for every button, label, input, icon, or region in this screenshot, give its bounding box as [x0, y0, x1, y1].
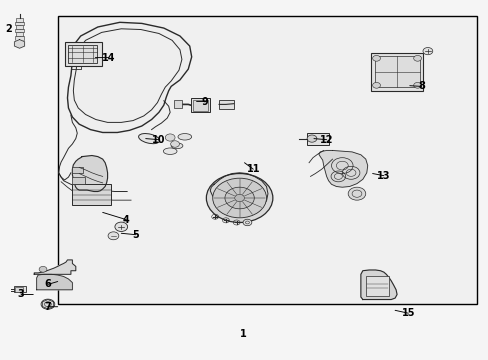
Bar	[306, 133, 328, 145]
Bar	[15, 36, 24, 40]
Polygon shape	[210, 173, 267, 211]
Bar	[374, 56, 419, 87]
Text: 4: 4	[122, 215, 129, 225]
Polygon shape	[318, 150, 367, 187]
Bar	[68, 45, 97, 63]
Text: 5: 5	[132, 230, 139, 240]
Polygon shape	[360, 270, 396, 300]
Polygon shape	[67, 22, 191, 132]
Bar	[193, 100, 207, 111]
Circle shape	[413, 55, 421, 61]
Ellipse shape	[138, 134, 160, 144]
Circle shape	[243, 219, 251, 226]
Ellipse shape	[171, 143, 183, 149]
Bar	[190, 98, 210, 112]
Ellipse shape	[163, 148, 177, 154]
Text: 12: 12	[319, 135, 333, 145]
Polygon shape	[37, 274, 72, 290]
Bar	[16, 25, 23, 29]
Polygon shape	[15, 40, 24, 48]
Text: 8: 8	[417, 81, 424, 91]
Text: 13: 13	[376, 171, 390, 181]
Text: 2: 2	[5, 24, 12, 34]
Ellipse shape	[178, 134, 191, 140]
Circle shape	[347, 187, 365, 200]
Bar	[65, 42, 102, 66]
Circle shape	[306, 135, 316, 142]
Circle shape	[206, 174, 272, 222]
Bar	[16, 18, 23, 22]
Circle shape	[224, 187, 254, 209]
Polygon shape	[34, 260, 76, 274]
Circle shape	[170, 141, 179, 147]
Bar	[15, 22, 24, 25]
Text: 15: 15	[401, 308, 414, 318]
Bar	[14, 286, 26, 292]
Circle shape	[413, 82, 421, 88]
Circle shape	[165, 134, 175, 141]
Bar	[15, 287, 23, 292]
Circle shape	[41, 299, 55, 309]
Text: 11: 11	[246, 164, 260, 174]
Text: 9: 9	[201, 96, 207, 107]
Bar	[15, 29, 24, 32]
Circle shape	[372, 82, 380, 88]
Text: 1: 1	[240, 329, 246, 339]
Text: 6: 6	[44, 279, 51, 289]
Circle shape	[108, 232, 119, 240]
Text: 10: 10	[152, 135, 165, 145]
Text: 7: 7	[44, 302, 51, 312]
Bar	[58, 16, 476, 304]
Circle shape	[115, 222, 127, 231]
Bar	[72, 184, 111, 205]
Text: 14: 14	[102, 53, 115, 63]
Circle shape	[372, 55, 380, 61]
Bar	[16, 32, 23, 36]
Circle shape	[234, 194, 244, 202]
Circle shape	[39, 266, 47, 272]
Bar	[173, 100, 182, 108]
Circle shape	[212, 178, 266, 218]
Bar	[72, 177, 84, 184]
Bar	[365, 276, 388, 296]
Bar	[219, 100, 233, 109]
Text: 3: 3	[18, 289, 24, 300]
Circle shape	[422, 48, 432, 55]
Polygon shape	[72, 156, 107, 192]
Bar	[370, 53, 423, 91]
Bar	[72, 167, 83, 173]
